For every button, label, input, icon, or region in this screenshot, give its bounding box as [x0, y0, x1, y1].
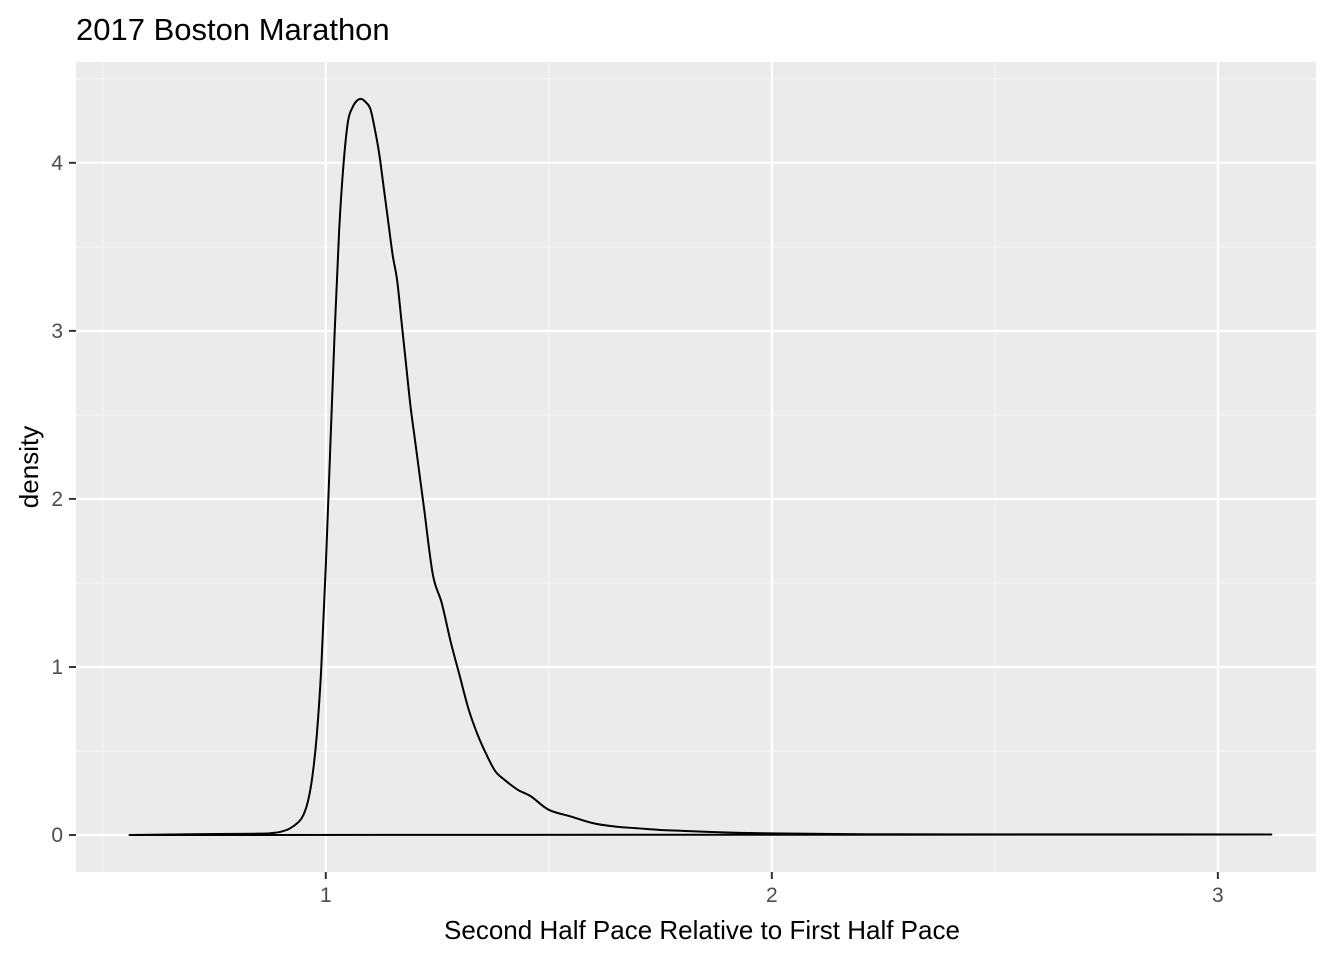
density-curve-layer	[128, 97, 1273, 837]
y-tick-label: 4	[51, 152, 63, 175]
plot-panel	[76, 62, 1316, 872]
x-axis-label: Second Half Pace Relative to First Half …	[444, 915, 960, 945]
axis-ticks: 1 2 3 0 1 2 3 4	[51, 152, 1223, 907]
grid-lines	[76, 62, 1316, 872]
density-curve	[128, 97, 1273, 837]
y-tick-label: 0	[51, 824, 63, 847]
chart-title: 2017 Boston Marathon	[76, 12, 390, 47]
y-tick-label: 2	[51, 488, 63, 511]
x-tick-label: 3	[1212, 884, 1224, 907]
y-tick-label: 1	[51, 656, 63, 679]
y-tick-label: 3	[51, 320, 63, 343]
y-axis-label: density	[14, 426, 44, 508]
x-tick-label: 1	[320, 884, 332, 907]
x-tick-label: 2	[766, 884, 778, 907]
